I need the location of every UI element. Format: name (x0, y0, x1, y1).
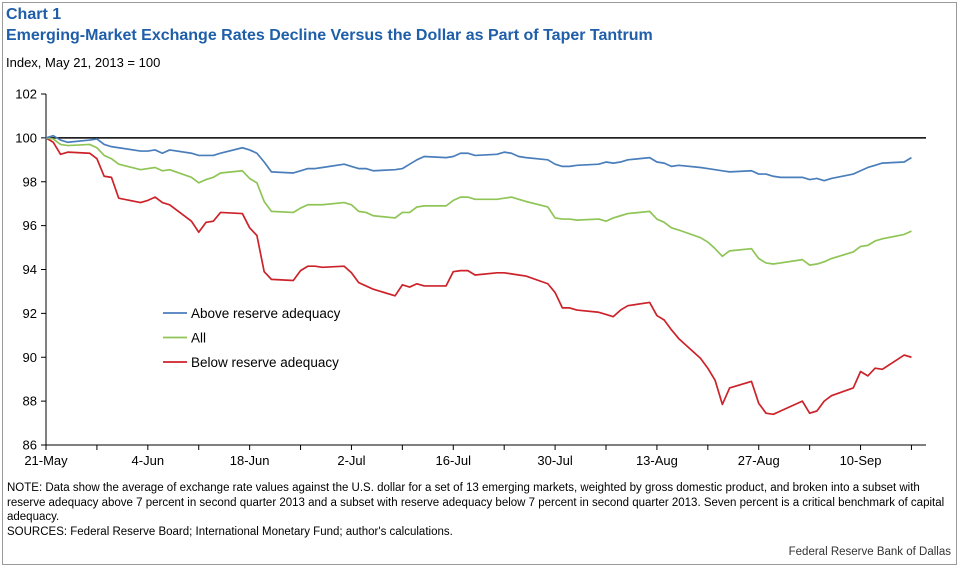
y-tick-label: 96 (23, 218, 37, 233)
x-tick-label: 16-Jul (436, 453, 472, 468)
x-tick-label: 4-Jun (132, 453, 165, 468)
chart-number-label: Chart 1 (6, 6, 62, 23)
series-layer (45, 134, 912, 416)
chart-title: Emerging-Market Exchange Rates Decline V… (6, 27, 653, 44)
y-tick-label: 88 (23, 394, 37, 409)
chart-subtitle: Index, May 21, 2013 = 100 (6, 55, 161, 70)
chart-notes: NOTE: Data show the average of exchange … (7, 481, 947, 539)
x-tick-label: 21-May (24, 453, 68, 468)
y-tick-label: 102 (15, 87, 37, 102)
y-tick-label: 92 (23, 306, 37, 321)
legend-label: Above reserve adequacy (191, 306, 341, 321)
note-text: NOTE: Data show the average of exchange … (7, 482, 945, 523)
chart-svg: 86 88 90 92 94 96 98 100 102 21-May 4-Jun 18-Jun 2-J… (15, 87, 926, 468)
x-tick-label: 30-Jul (537, 453, 573, 468)
x-tick-label: 27-Aug (738, 453, 780, 468)
x-tick-label: 18-Jun (230, 453, 270, 468)
y-tick-label: 98 (23, 174, 37, 189)
sources-text: SOURCES: Federal Reserve Board; Internat… (7, 525, 453, 538)
chart-axes: 86 88 90 92 94 96 98 100 102 21-May 4-Jun 18-Jun 2-J… (15, 87, 926, 468)
series-line-above-reserve-adequacy (45, 134, 912, 182)
legend-label: Below reserve adequacy (191, 355, 339, 370)
y-tick-label: 86 (23, 438, 37, 453)
y-tick-label: 90 (23, 350, 37, 365)
y-tick-label: 100 (15, 130, 37, 145)
legend-label: All (191, 331, 206, 346)
chart-legend: Above reserve adequacy All Below reserve a… (163, 306, 341, 370)
x-tick-label: 10-Sep (840, 453, 882, 468)
y-tick-label: 94 (23, 262, 37, 277)
x-tick-label: 13-Aug (636, 453, 678, 468)
series-line-below-reserve-adequacy (45, 137, 912, 416)
series-line-all (45, 137, 912, 266)
x-tick-label: 2-Jul (337, 453, 365, 468)
credit-text: Federal Reserve Bank of Dallas (788, 546, 951, 558)
